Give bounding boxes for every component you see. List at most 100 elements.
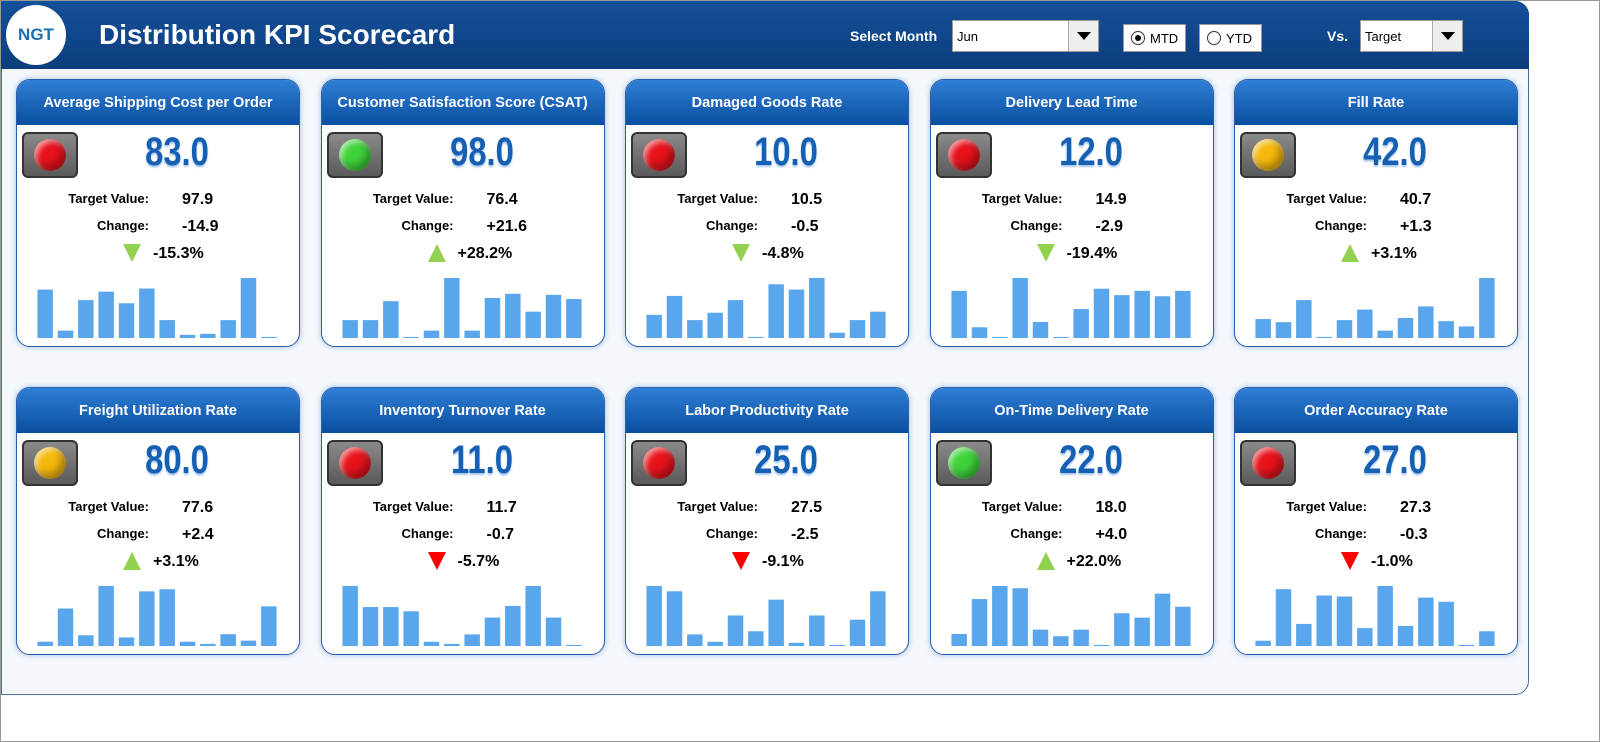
month-dropdown[interactable]: Jun — [952, 20, 1099, 52]
bar — [139, 591, 155, 646]
bar — [57, 608, 74, 646]
change-label: Change: — [401, 526, 454, 541]
logo: NGT — [6, 5, 66, 65]
change-label: Change: — [1010, 218, 1063, 233]
status-light — [935, 440, 992, 486]
bar — [646, 586, 662, 646]
radio-label: MTD — [1150, 31, 1179, 46]
bar — [809, 615, 825, 646]
bar — [1418, 597, 1434, 646]
bar — [484, 617, 500, 646]
target-label: Target Value: — [1286, 191, 1367, 206]
change-arrow — [1036, 552, 1055, 570]
bar — [1255, 640, 1271, 646]
bar — [971, 599, 987, 646]
target-label: Target Value: — [981, 191, 1063, 206]
kpi-title: Average Shipping Cost per Order — [17, 80, 299, 125]
status-light — [326, 440, 383, 486]
change-label: Change: — [97, 526, 149, 541]
bar — [118, 637, 135, 646]
bar — [991, 336, 1008, 338]
bar — [1275, 589, 1292, 646]
change-arrow — [123, 244, 141, 262]
kpi-value: 80.0 — [145, 438, 209, 482]
bar — [1255, 319, 1271, 338]
change-label: Change: — [401, 218, 454, 233]
bar — [788, 289, 805, 338]
bar — [57, 330, 74, 338]
bar — [1479, 631, 1495, 646]
kpi-title: Freight Utilization Rate — [17, 388, 299, 433]
bar — [1377, 330, 1393, 338]
bar — [179, 334, 196, 338]
dropdown-arrow — [1077, 32, 1091, 40]
bar — [1316, 595, 1332, 646]
kpi-title: Fill Rate — [1235, 80, 1517, 125]
bar — [1052, 636, 1069, 646]
change-pct: -15.3% — [153, 245, 204, 262]
bar — [1133, 617, 1150, 646]
dropdown-button[interactable] — [1068, 21, 1098, 51]
bar — [37, 641, 53, 646]
ytd-radio[interactable]: YTD — [1199, 24, 1262, 52]
bar — [565, 299, 582, 338]
target-value: 27.5 — [791, 499, 823, 516]
bar — [524, 311, 541, 338]
bar — [849, 619, 866, 646]
kpi-card: Damaged Goods Rate 10.0 Target Value: 10.5 C… — [625, 79, 909, 347]
dropdown-button[interactable] — [1432, 21, 1462, 51]
bar — [809, 278, 825, 338]
kpi-card: Inventory Turnover Rate 11.0 Target Value:… — [320, 387, 605, 655]
arrow-shape — [732, 552, 750, 570]
target-value: 97.9 — [182, 191, 214, 208]
bar — [971, 327, 987, 338]
bar — [768, 284, 784, 338]
bar — [118, 303, 135, 338]
target-label: Target Value: — [677, 499, 758, 514]
status-dot — [643, 447, 675, 479]
kpi-title: Delivery Lead Time — [930, 80, 1213, 125]
bar — [565, 644, 582, 646]
bar — [1113, 295, 1130, 338]
bar — [200, 643, 216, 646]
bar — [1154, 593, 1170, 646]
kpi-value: 27.0 — [1363, 438, 1427, 482]
bar — [362, 607, 378, 646]
arrow-shape — [732, 244, 750, 262]
change-arrow — [1341, 244, 1359, 262]
bar — [545, 617, 561, 646]
kpi-card: On-Time Delivery Rate 22.0 Target Value: 18… — [929, 387, 1214, 655]
bar — [545, 294, 561, 338]
radio-dot — [1135, 35, 1141, 41]
change-pct: -4.8% — [762, 245, 804, 262]
bar — [1032, 629, 1048, 646]
mtd-radio[interactable]: MTD — [1123, 24, 1186, 52]
bar — [1418, 306, 1434, 338]
bar — [768, 599, 784, 646]
status-dot — [338, 139, 371, 171]
bar — [1011, 278, 1028, 338]
vs-dropdown[interactable]: Target — [1360, 20, 1463, 52]
change-label: Change: — [706, 526, 758, 541]
change-label: Change: — [1315, 218, 1367, 233]
sparkline — [341, 586, 582, 646]
bar — [829, 332, 845, 338]
target-value: 40.7 — [1400, 191, 1432, 208]
kpi-card: Order Accuracy Rate 27.0 Target Value: 27.3… — [1234, 387, 1518, 655]
kpi-value: 22.0 — [1058, 438, 1123, 482]
bar — [870, 591, 886, 646]
bar — [382, 607, 399, 646]
bar — [1397, 626, 1414, 646]
sparkline — [341, 278, 582, 338]
bar — [950, 290, 967, 338]
bar — [98, 291, 114, 338]
status-light — [631, 440, 687, 486]
bar — [687, 320, 703, 338]
bar — [1316, 336, 1332, 338]
month-value: Jun — [957, 29, 978, 44]
sparkline — [646, 278, 886, 338]
bar — [341, 586, 358, 646]
bar — [829, 644, 845, 646]
target-value: 27.3 — [1400, 499, 1432, 516]
